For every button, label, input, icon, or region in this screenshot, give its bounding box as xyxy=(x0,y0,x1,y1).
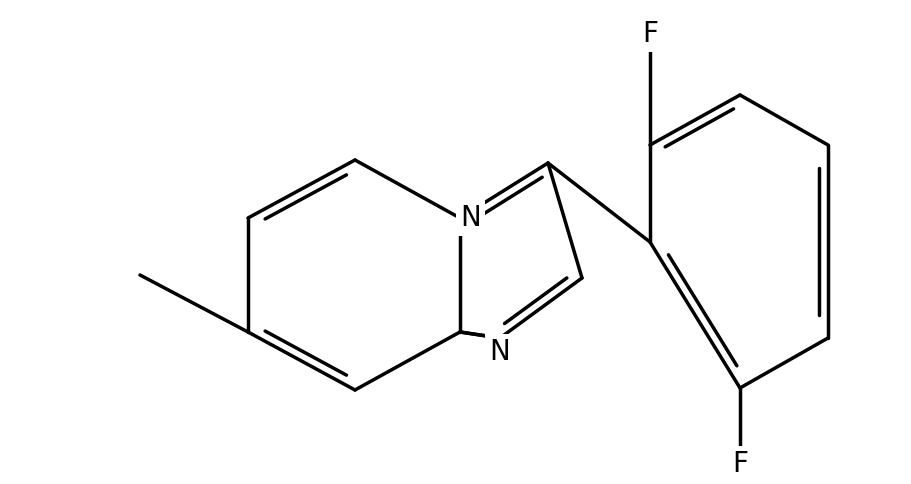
Text: F: F xyxy=(732,450,747,478)
Text: N: N xyxy=(489,338,510,366)
Text: F: F xyxy=(641,20,657,48)
Text: N: N xyxy=(459,204,480,232)
